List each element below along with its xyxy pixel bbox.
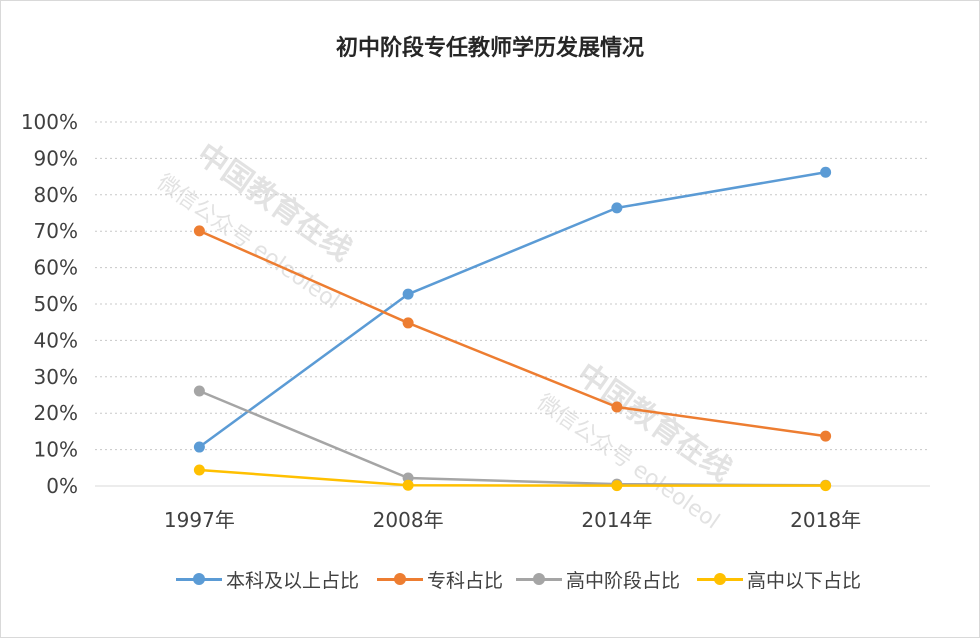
y-tick-label: 20%	[34, 401, 78, 425]
legend-label: 高中阶段占比	[566, 570, 681, 592]
legend: 本科及以上占比 专科占比 高中阶段占比 高中以下占比	[0, 566, 980, 594]
legend-item: 高中以下占比	[697, 566, 861, 593]
data-point	[820, 166, 832, 178]
legend-label: 专科占比	[427, 570, 504, 592]
data-point	[611, 480, 623, 492]
y-tick-label: 40%	[34, 328, 78, 352]
y-tick-label: 70%	[34, 219, 78, 243]
legend-label: 本科及以上占比	[226, 570, 360, 592]
legend-marker-icon	[516, 573, 562, 585]
y-tick-label: 0%	[46, 474, 78, 498]
data-point	[611, 202, 623, 214]
legend-item: 本科及以上占比	[176, 566, 359, 593]
series-line-0	[198, 170, 826, 449]
data-point	[402, 479, 414, 491]
legend-marker-icon	[377, 573, 423, 585]
y-tick-label: 100%	[21, 110, 78, 134]
data-point	[402, 317, 414, 329]
y-tick-label: 80%	[34, 183, 78, 207]
data-point	[193, 225, 205, 237]
series-line-2	[198, 389, 826, 487]
data-point	[611, 401, 623, 413]
y-tick-label: 60%	[34, 256, 78, 280]
data-point	[820, 430, 832, 442]
x-tick-label: 2014年	[581, 508, 652, 532]
data-point	[402, 288, 414, 300]
y-tick-label: 50%	[34, 292, 78, 316]
y-tick-label: 90%	[34, 146, 78, 170]
y-tick-label: 30%	[34, 365, 78, 389]
legend-item: 专科占比	[377, 566, 503, 593]
series-line-1	[198, 229, 826, 438]
x-tick-label: 2008年	[373, 508, 444, 532]
legend-label: 高中以下占比	[747, 570, 862, 592]
data-point	[193, 464, 205, 476]
x-tick-label: 2018年	[790, 508, 861, 532]
x-tick-label: 1997年	[164, 508, 235, 532]
legend-marker-icon	[697, 573, 743, 585]
legend-marker-icon	[176, 573, 222, 585]
data-point	[193, 441, 205, 453]
legend-item: 高中阶段占比	[516, 566, 680, 593]
series-line-3	[199, 468, 826, 487]
data-point	[820, 480, 832, 492]
chart-title: 初中阶段专任教师学历发展情况	[335, 36, 644, 61]
data-point	[193, 385, 205, 397]
y-tick-label: 10%	[34, 438, 78, 462]
